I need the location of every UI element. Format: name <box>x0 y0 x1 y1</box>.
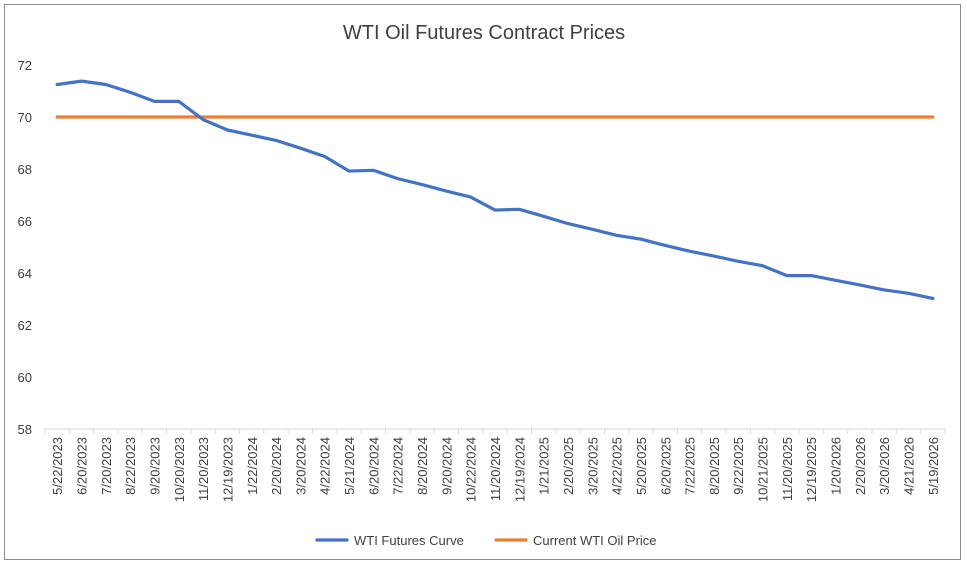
x-tick-label: 7/22/2025 <box>683 437 698 495</box>
x-tick-label: 10/22/2024 <box>464 437 479 502</box>
x-tick-label: 8/20/2025 <box>707 437 722 495</box>
x-tick-label: 4/21/2026 <box>902 437 917 495</box>
x-tick-label: 4/22/2024 <box>318 437 333 495</box>
line-chart: WTI Oil Futures Contract Prices 58 60 62 64… <box>18 22 946 548</box>
y-tick-label: 60 <box>18 370 32 385</box>
x-tick-label: 12/19/2025 <box>804 437 819 502</box>
y-tick-label: 66 <box>18 214 32 229</box>
x-tick-label: 3/20/2024 <box>293 437 308 495</box>
series-line-0 <box>55 79 935 301</box>
x-tick-label: 6/20/2023 <box>74 437 89 495</box>
x-tick-label: 9/20/2024 <box>439 437 454 495</box>
x-tick-label: 5/20/2025 <box>634 437 649 495</box>
x-tick-label: 11/20/2023 <box>196 437 211 501</box>
x-tick-label: 3/20/2026 <box>877 437 892 495</box>
x-tick-label: 12/19/2023 <box>220 437 235 502</box>
x-tick-label: 5/22/2023 <box>50 437 65 495</box>
x-tick-label: 12/19/2024 <box>512 437 527 502</box>
legend-label: Current WTI Oil Price <box>533 533 657 548</box>
x-tick-label: 3/20/2025 <box>585 437 600 495</box>
x-tick-label: 10/20/2023 <box>172 437 187 502</box>
x-tick-label: 1/22/2024 <box>245 437 260 495</box>
y-tick-label: 72 <box>18 58 32 73</box>
x-tick-label: 2/20/2026 <box>853 437 868 495</box>
legend: WTI Futures Curve Current WTI Oil Price <box>315 533 657 548</box>
x-tick-label: 7/22/2024 <box>391 437 406 495</box>
x-tick-label: 9/22/2025 <box>731 437 746 495</box>
x-tick-label: 6/20/2024 <box>366 437 381 495</box>
x-tick-label: 5/21/2024 <box>342 437 357 495</box>
series-layer <box>55 79 935 301</box>
x-axis: 5/22/2023 6/20/2023 7/20/2023 8/22/2023 9/20… <box>44 428 946 502</box>
x-tick-label: 9/20/2023 <box>147 437 162 495</box>
x-tick-label: 4/22/2025 <box>610 437 625 495</box>
y-axis: 58 60 62 64 66 68 70 72 <box>18 58 32 437</box>
y-tick-label: 70 <box>18 110 32 125</box>
y-tick-label: 68 <box>18 162 32 177</box>
x-tick-label: 2/20/2025 <box>561 437 576 495</box>
x-tick-label: 1/20/2026 <box>829 437 844 495</box>
x-tick-label: 11/20/2024 <box>488 437 503 501</box>
y-tick-label: 64 <box>18 266 32 281</box>
y-tick-label: 62 <box>18 318 32 333</box>
x-tick-label: 8/20/2024 <box>415 437 430 495</box>
x-tick-label: 5/19/2026 <box>926 437 941 495</box>
x-tick-label: 2/20/2024 <box>269 437 284 495</box>
chart-title: WTI Oil Futures Contract Prices <box>343 22 625 44</box>
x-tick-label: 11/20/2025 <box>780 437 795 501</box>
chart-frame: WTI Oil Futures Contract Prices 58 60 62 64… <box>4 4 961 560</box>
x-tick-label: 1/21/2025 <box>537 437 552 495</box>
legend-label: WTI Futures Curve <box>354 533 464 548</box>
x-tick-label: 10/21/2025 <box>756 437 771 502</box>
x-tick-label: 8/22/2023 <box>123 437 138 495</box>
y-tick-label: 58 <box>18 422 32 437</box>
x-tick-label: 7/20/2023 <box>99 437 114 495</box>
x-tick-label: 6/20/2025 <box>658 437 673 495</box>
